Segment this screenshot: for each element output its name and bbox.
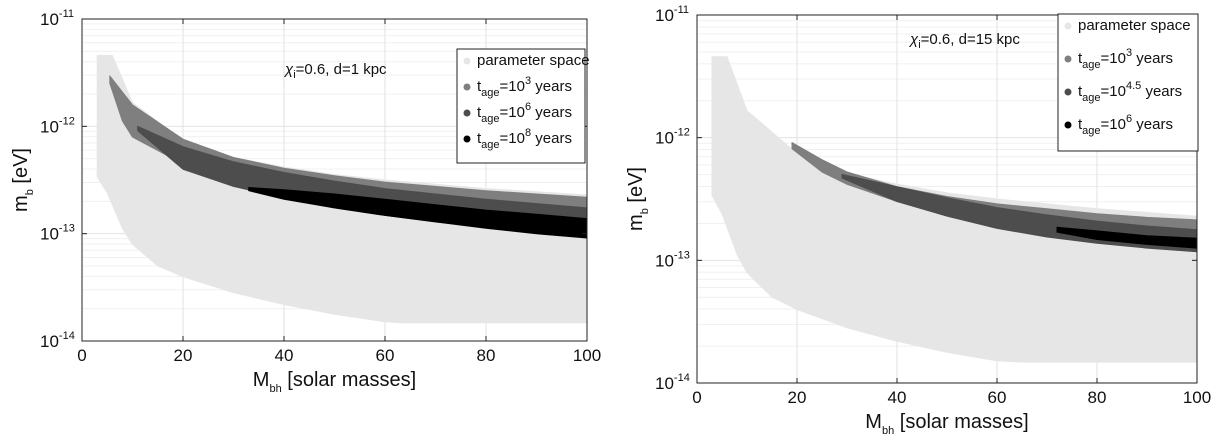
legend-entry: tage=103 years: [1078, 47, 1173, 71]
chart-panel-2: 0 20 40 60 80 100 10-14 10-13 10-12 10-11 Mbh [sol…: [625, 4, 1211, 437]
legend-marker: [463, 57, 471, 65]
legend: parameter space tage=103 years tage=104.5 …: [1057, 13, 1199, 152]
x-tick-label: 20: [788, 388, 807, 407]
y-tick-label: 10-13: [40, 223, 75, 244]
axes-box: [696, 14, 1198, 384]
y-tick-label: 10-11: [655, 4, 689, 25]
y-tick-label: 10-14: [40, 330, 75, 351]
legend-marker: [463, 83, 471, 91]
legend-marker: [463, 109, 471, 117]
axes-box: [81, 18, 588, 342]
x-axis-label: Mbh [solar masses]: [253, 369, 416, 395]
y-tick-label: 10-12: [40, 115, 75, 136]
x-tick-label: 20: [174, 346, 193, 365]
legend-entry: tage=108 years: [477, 127, 572, 151]
x-tick-label: 60: [988, 388, 1007, 407]
y-tick-label: 10-11: [40, 8, 74, 29]
legend-box: [456, 48, 586, 164]
y-tick-label: 10-14: [655, 372, 690, 393]
legend-marker: [463, 135, 471, 143]
x-tick-label: 100: [573, 346, 601, 365]
x-axis-label: Mbh [solar masses]: [865, 411, 1028, 437]
x-tick-label: 40: [275, 346, 294, 365]
legend-marker: [1064, 121, 1072, 129]
y-tick-label: 10-12: [655, 127, 690, 148]
legend-entry: tage=103 years: [477, 75, 572, 99]
y-axis-label: mb [eV]: [10, 148, 36, 212]
legend-box: [1057, 13, 1199, 152]
y-axis-label: mb [eV]: [625, 167, 651, 231]
legend-entry: tage=106 years: [1078, 113, 1173, 137]
x-tick-label: 0: [77, 346, 86, 365]
x-tick-label: 80: [477, 346, 496, 365]
legend-entry: tage=106 years: [477, 101, 572, 125]
legend-marker: [1064, 88, 1072, 96]
y-tick-label: 10-13: [655, 249, 690, 270]
x-tick-label: 80: [1088, 388, 1107, 407]
x-tick-label: 100: [1183, 388, 1211, 407]
x-tick-label: 60: [376, 346, 395, 365]
chart-panel-1: 0 20 40 60 80 100 10-14 10-13 10-12 10-11 Mbh [sol…: [10, 8, 601, 395]
chart-annotation: χi=0.6, d=15 kpc: [908, 31, 1020, 51]
x-tick-label: 40: [888, 388, 907, 407]
x-tick-label: 0: [692, 388, 701, 407]
chart-annotation: χi=0.6, d=1 kpc: [283, 61, 387, 81]
legend-entry: tage=104.5 years: [1078, 80, 1182, 104]
legend-marker: [1064, 22, 1072, 30]
legend-entry: parameter space: [477, 52, 590, 69]
legend-entry: parameter space: [1078, 17, 1191, 34]
legend-marker: [1064, 55, 1072, 63]
